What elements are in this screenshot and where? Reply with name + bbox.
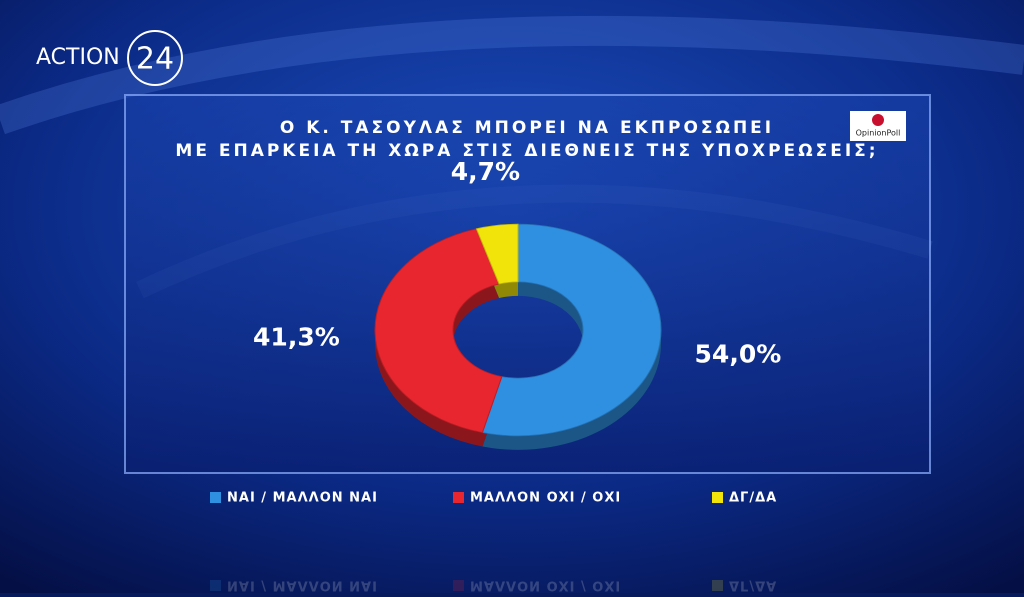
legend-label-reflection: ΔΓ/ΔΑ (729, 578, 777, 593)
source-logo-mark (872, 114, 884, 126)
legend-label-reflection: ΜΑΛΛΟΝ ΟΧΙ / ΟΧΙ (470, 578, 621, 593)
legend-label: ΜΑΛΛΟΝ ΟΧΙ / ΟΧΙ (470, 491, 621, 506)
pie (374, 223, 662, 437)
logo-number: 24 (136, 42, 174, 77)
slice (481, 223, 662, 437)
slice (475, 223, 519, 285)
legend-swatch-reflection (453, 580, 464, 591)
slice (374, 228, 503, 433)
decor (0, 15, 1024, 135)
legend-label: ΝΑΙ / ΜΑΛΛΟΝ ΝΑΙ (227, 491, 378, 506)
legend-swatch-reflection (712, 580, 723, 591)
data-label: 54,0% (695, 340, 782, 369)
data-label: 4,7% (451, 157, 520, 186)
legend-reflection: ΝΑΙ / ΜΑΛΛΟΝ ΝΑΙ (210, 578, 378, 593)
data-label: 41,3% (253, 323, 340, 352)
legend-swatch (453, 492, 464, 503)
legend-label-reflection: ΝΑΙ / ΜΑΛΛΟΝ ΝΑΙ (227, 578, 378, 593)
legend-swatch-reflection (210, 580, 221, 591)
legend-swatch (210, 492, 221, 503)
legend-reflection: ΔΓ/ΔΑ (712, 578, 777, 593)
legend-swatch (712, 492, 723, 503)
chart-title: Ο Κ. ΤΑΣΟΥΛΑΣ ΜΠΟΡΕΙ ΝΑ ΕΚΠΡΟΣΩΠΕΙ (280, 118, 774, 138)
source: OpinionPoll (856, 129, 901, 138)
logo-brand: ACTION (36, 45, 120, 70)
legend-label: ΔΓ/ΔΑ (729, 491, 777, 506)
chart-title: ΜΕ ΕΠΑΡΚΕΙΑ ΤΗ ΧΩΡΑ ΣΤΙΣ ΔΙΕΘΝΕΙΣ ΤΗΣ ΥΠ… (175, 141, 878, 161)
logo-ring (127, 30, 183, 86)
legend-reflection: ΜΑΛΛΟΝ ΟΧΙ / ΟΧΙ (453, 578, 621, 593)
